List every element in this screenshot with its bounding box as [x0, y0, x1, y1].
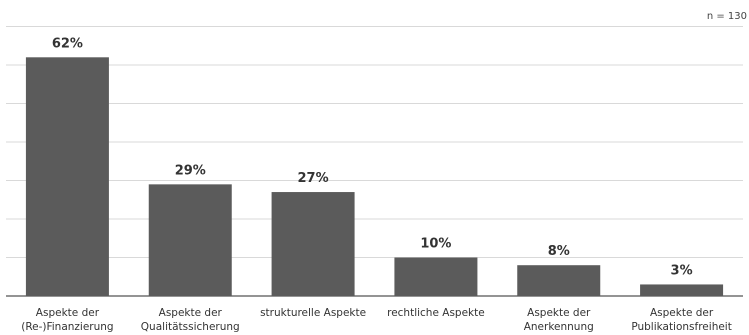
bar-value-label: 62% [52, 36, 83, 51]
category-label-line: rechtliche Aspekte [387, 307, 485, 319]
bar [25, 57, 109, 296]
category-label-line: Aspekte der [527, 307, 591, 319]
category-label-line: Aspekte der [650, 307, 714, 319]
bar-value-label: 8% [548, 244, 570, 259]
bar-value-label: 3% [671, 263, 693, 278]
sample-size-note: n = 130 [707, 11, 747, 22]
category-label: Aspekte der (Re-)Finanzierung [21, 307, 113, 333]
bar-value-label: 29% [175, 163, 206, 178]
category-label-line: Aspekte der [36, 307, 100, 319]
category-label: Aspekte der Qualitätssicherung [141, 307, 240, 333]
bar [640, 284, 724, 296]
bar [517, 265, 601, 296]
category-label: Aspekte der Publikationsfreiheit [631, 307, 732, 333]
bar-value-label: 10% [420, 237, 451, 252]
category-label-line: Anerkennung [524, 321, 594, 333]
gridlines [6, 26, 743, 258]
category-label-line: strukturelle Aspekte [260, 307, 366, 319]
category-label: Aspekte der Anerkennung [524, 307, 594, 333]
category-label-line: Qualitätssicherung [141, 321, 240, 333]
category-label: strukturelle Aspekte [260, 307, 366, 319]
category-label-line: (Re-)Finanzierung [21, 321, 113, 333]
bars [25, 57, 724, 296]
bar [394, 257, 478, 296]
bar [148, 184, 232, 296]
value-labels: 62% 29% 27% 10% 8% 3% [52, 36, 693, 278]
bar [271, 192, 355, 296]
bar-value-label: 27% [298, 171, 329, 186]
category-label-line: Publikationsfreiheit [631, 321, 732, 333]
category-labels: Aspekte der (Re-)Finanzierung Aspekte der Q… [21, 307, 732, 333]
category-label-line: Aspekte der [159, 307, 223, 319]
category-label: rechtliche Aspekte [387, 307, 485, 319]
